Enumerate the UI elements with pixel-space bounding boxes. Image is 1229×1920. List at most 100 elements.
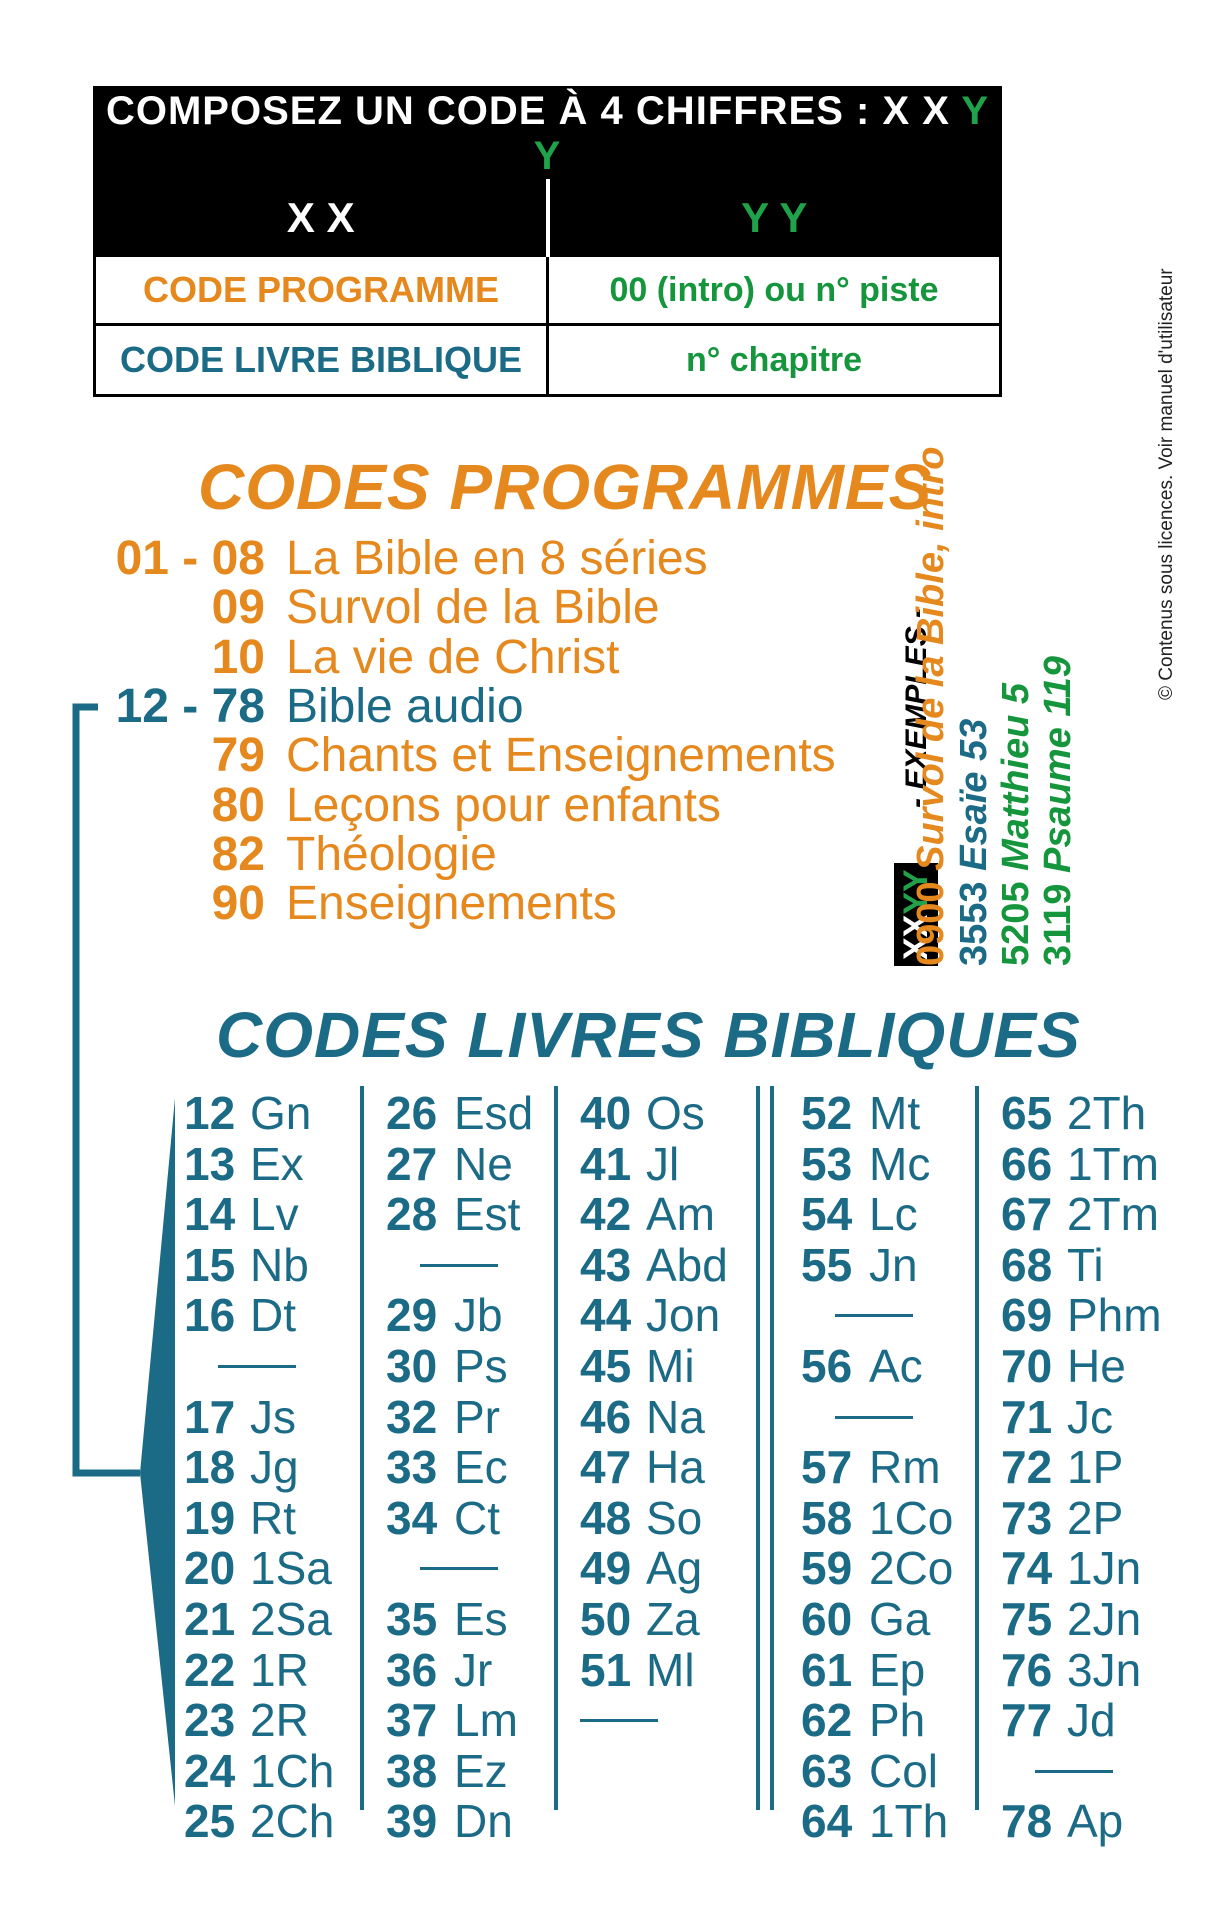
book-abbreviation: Ap	[1067, 1795, 1124, 1848]
book-abbreviation: Ti	[1067, 1238, 1104, 1291]
row-code-livre: CODE LIVRE BIBLIQUE	[93, 323, 549, 397]
book-abbreviation: 1Sa	[250, 1542, 332, 1595]
book-item: 66 1Tm	[1001, 1138, 1162, 1190]
book-abbreviation: Ps	[454, 1339, 508, 1392]
book-code: 50	[580, 1592, 632, 1645]
book-item: 57 Rm	[801, 1442, 953, 1493]
book-item: 13 Ex	[184, 1137, 334, 1190]
book-code: 51	[580, 1643, 632, 1696]
book-abbreviation: Pr	[454, 1390, 500, 1443]
book-abbreviation: Col	[869, 1744, 939, 1797]
books-column: 26 Esd 27 Ne 28 Est 29 Jb 30 Ps 32 Pr 33 Ec 34 Ct 35 Es 36…	[386, 1088, 533, 1847]
book-code: 68	[1001, 1238, 1053, 1291]
programmes-title: CODES PROGRAMMES	[198, 451, 933, 523]
book-abbreviation: 2Co	[869, 1542, 954, 1595]
book-code: 13	[184, 1137, 236, 1190]
book-item: 70 He	[1001, 1341, 1162, 1392]
example-label: Matthieu 5	[995, 683, 1037, 871]
column-divider	[770, 1086, 774, 1810]
book-separator	[1001, 1746, 1162, 1797]
book-code: 21	[184, 1592, 236, 1645]
book-item: 43 Abd	[580, 1238, 728, 1291]
book-abbreviation: Ml	[646, 1643, 695, 1696]
book-abbreviation: Ph	[869, 1694, 926, 1747]
book-code: 28	[386, 1188, 438, 1241]
book-abbreviation: Jg	[250, 1441, 299, 1494]
book-item: 22 1R	[184, 1644, 334, 1696]
book-item: 73 2P	[1001, 1491, 1162, 1544]
book-abbreviation: 3Jn	[1067, 1643, 1142, 1696]
book-abbreviation: 2Ch	[250, 1795, 335, 1848]
book-abbreviation: Ac	[869, 1339, 923, 1392]
book-abbreviation: Ez	[454, 1744, 508, 1797]
book-item: 12 Gn	[184, 1088, 334, 1139]
book-abbreviation: Mi	[646, 1339, 695, 1392]
book-code: 49	[580, 1542, 632, 1595]
book-abbreviation: Phm	[1067, 1289, 1162, 1342]
book-item: 60 Ga	[801, 1594, 953, 1645]
book-abbreviation: Lc	[869, 1188, 918, 1241]
book-abbreviation: Jn	[869, 1238, 918, 1291]
book-abbreviation: Ec	[454, 1441, 508, 1494]
book-item: 24 1Ch	[184, 1744, 335, 1797]
book-code: 55	[801, 1238, 853, 1291]
example-code: 3119	[1037, 873, 1079, 966]
book-code: 25	[184, 1795, 236, 1848]
book-abbreviation: Lv	[250, 1188, 299, 1241]
book-abbreviation: Dt	[250, 1289, 296, 1342]
book-abbreviation: 1Ch	[250, 1744, 335, 1797]
book-item: 63 Col	[801, 1744, 953, 1797]
book-item: 50 Za	[580, 1594, 728, 1645]
book-code: 38	[386, 1744, 438, 1797]
book-abbreviation: Ha	[646, 1441, 705, 1494]
book-item: 53 Mc	[801, 1137, 953, 1190]
book-item: 52 Mt	[801, 1088, 953, 1139]
programme-code: 01 - 08	[115, 532, 265, 585]
book-item: 55 Jn	[801, 1238, 953, 1291]
book-abbreviation: Jl	[646, 1137, 680, 1190]
book-code: 36	[386, 1643, 438, 1696]
book-code: 15	[184, 1238, 236, 1291]
book-code: 12	[184, 1087, 236, 1139]
book-code: 23	[184, 1694, 236, 1747]
book-abbreviation: He	[1067, 1339, 1126, 1392]
book-separator	[386, 1543, 533, 1594]
book-abbreviation: Ex	[250, 1137, 304, 1190]
book-abbreviation: Na	[646, 1390, 705, 1443]
book-item: 17 Js	[184, 1391, 334, 1443]
book-abbreviation: Nb	[250, 1238, 309, 1291]
book-abbreviation: Jb	[454, 1289, 503, 1342]
example-item: 3553 Esaïe 53	[953, 719, 995, 966]
book-item: 38 Ez	[386, 1744, 533, 1797]
book-abbreviation: Mt	[869, 1087, 921, 1139]
programme-label: Bible audio	[286, 679, 524, 733]
book-code: 34	[386, 1491, 438, 1544]
book-abbreviation: Ga	[869, 1592, 931, 1645]
book-item: 65 2Th	[1001, 1088, 1162, 1139]
book-item: 34 Ct	[386, 1491, 533, 1544]
book-abbreviation: 2Th	[1067, 1087, 1147, 1139]
book-code: 29	[386, 1289, 438, 1342]
book-item: 62 Ph	[801, 1695, 953, 1746]
book-code: 27	[386, 1137, 438, 1190]
book-item: 28 Est	[386, 1189, 533, 1240]
book-item: 58 1Co	[801, 1492, 953, 1544]
book-item: 76 3Jn	[1001, 1643, 1162, 1696]
book-abbreviation: Ep	[869, 1643, 926, 1696]
book-item: 75 2Jn	[1001, 1594, 1162, 1645]
book-item: 27 Ne	[386, 1137, 533, 1190]
book-code: 46	[580, 1390, 632, 1443]
book-abbreviation: 2Sa	[250, 1592, 332, 1645]
book-abbreviation: 2P	[1067, 1491, 1124, 1544]
book-abbreviation: Abd	[646, 1238, 728, 1291]
book-item: 16 Dt	[184, 1290, 334, 1341]
programme-label: Enseignements	[286, 877, 617, 931]
book-item: 32 Pr	[386, 1390, 533, 1443]
example-item: 0900 Survol de la Bible, intro	[910, 447, 952, 967]
book-item: 26 Esd	[386, 1088, 533, 1139]
book-separator	[801, 1392, 953, 1443]
book-code: 42	[580, 1188, 632, 1241]
column-header-yy: Y Y	[545, 179, 1002, 257]
book-code: 53	[801, 1137, 853, 1190]
book-code: 74	[1001, 1542, 1053, 1595]
